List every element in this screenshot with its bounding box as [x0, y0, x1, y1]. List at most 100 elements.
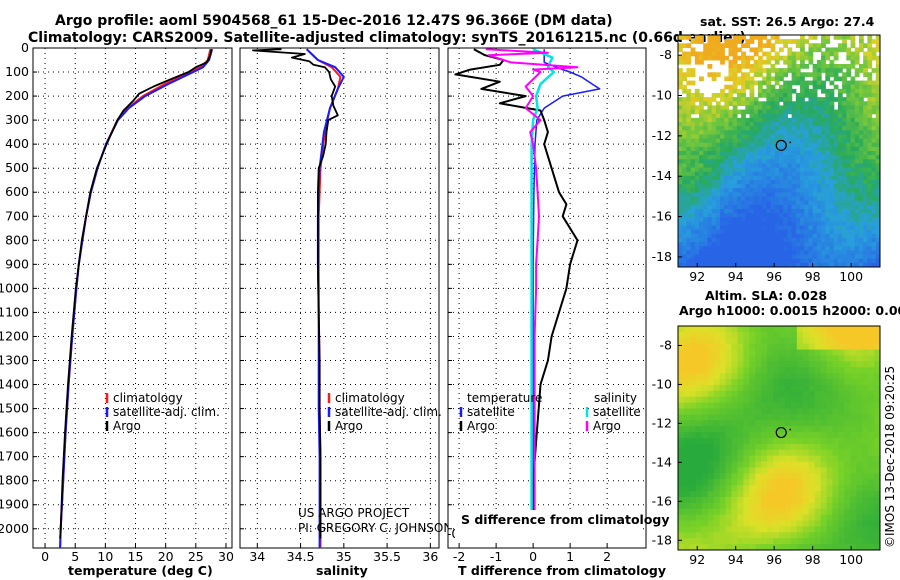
- t-difference-axis-label: T difference from climatology: [458, 563, 666, 578]
- map-cell: [743, 485, 750, 492]
- map-cell: [856, 331, 863, 339]
- map-cell: [682, 130, 688, 136]
- map-cell: [783, 55, 789, 61]
- map-cell: [829, 204, 835, 210]
- map-cell: [770, 55, 776, 61]
- map-cell: [842, 221, 847, 227]
- map-cell: [728, 180, 734, 185]
- map-cell: [682, 113, 688, 119]
- map-cell: [862, 384, 869, 392]
- map-cell: [854, 55, 860, 61]
- map-cell: [856, 355, 863, 362]
- map-cell: [720, 254, 725, 260]
- map-cell: [816, 126, 822, 131]
- map-cell: [767, 526, 774, 533]
- map-cell: [825, 225, 831, 231]
- map-cell: [720, 130, 725, 136]
- map-cell: [728, 213, 734, 218]
- map-cell: [701, 544, 709, 550]
- map-cell: [757, 258, 763, 264]
- map-cell: [694, 229, 700, 235]
- map-cell: [838, 384, 845, 392]
- map-cell: [875, 105, 880, 111]
- map-cell: [741, 155, 746, 160]
- map-cell: [774, 188, 780, 194]
- map-cell: [802, 379, 810, 386]
- map-cell: [749, 64, 755, 69]
- map-cell: [867, 233, 873, 239]
- map-cell: [725, 326, 733, 333]
- map-cell: [753, 97, 759, 102]
- map-cell: [699, 93, 704, 98]
- map-cell: [784, 514, 792, 522]
- map-cell: [766, 105, 772, 111]
- sla-map-ticks: 92 94 96 98 100-8-10-12-14-16-18: [652, 337, 864, 567]
- map-cell: [749, 402, 756, 410]
- map-cell: [854, 88, 860, 94]
- map-cell: [753, 188, 759, 194]
- map-cell: [802, 355, 810, 362]
- map-cell: [719, 496, 727, 504]
- map-cell: [790, 331, 798, 339]
- map-cell: [774, 238, 780, 243]
- map-cell: [678, 113, 683, 119]
- map-cell: [774, 39, 780, 44]
- map-cell: [715, 254, 721, 260]
- map-cell: [800, 159, 805, 165]
- map-cell: [770, 142, 776, 148]
- map-cell: [837, 117, 843, 123]
- map-cell: [821, 113, 826, 119]
- map-cell: [825, 97, 831, 102]
- map-cell: [795, 39, 801, 44]
- map-cell: [713, 426, 721, 433]
- map-cell: [749, 217, 755, 223]
- map-cell: [749, 188, 755, 194]
- map-cell: [850, 200, 856, 206]
- temperature-grid: [33, 47, 232, 548]
- map-cell: [779, 473, 786, 480]
- map-cell: [795, 142, 801, 148]
- map-cell: [713, 496, 721, 504]
- map-cell: [846, 159, 852, 165]
- map-cell: [784, 426, 792, 433]
- map-cell: [856, 326, 863, 333]
- x-tick-label: 1: [566, 549, 574, 564]
- map-cell: [762, 151, 767, 156]
- map-cell: [783, 175, 789, 181]
- map-cell: [832, 337, 840, 345]
- x-tick-label: 0: [41, 549, 49, 564]
- map-cell: [825, 213, 831, 218]
- map-cell: [762, 134, 767, 140]
- map-cell: [741, 122, 746, 127]
- map-cell: [686, 97, 692, 102]
- map-cell: [743, 502, 750, 510]
- map-cell: [732, 109, 738, 115]
- map-cell: [825, 51, 831, 57]
- map-cell: [808, 97, 814, 102]
- map-cell: [779, 246, 784, 252]
- map-cell: [762, 159, 767, 165]
- map-cell: [779, 337, 786, 345]
- map-cell: [800, 39, 805, 44]
- map-cell: [867, 76, 873, 82]
- map-cell: [707, 473, 715, 480]
- map-cell: [814, 432, 822, 439]
- map-cell: [814, 496, 822, 504]
- map-cell: [829, 105, 835, 111]
- map-cell: [749, 225, 755, 231]
- map-cell: [770, 250, 776, 256]
- map-cell: [787, 126, 793, 131]
- x-tick-label: 15: [128, 549, 144, 564]
- map-cell: [826, 438, 834, 445]
- map-cell: [678, 331, 685, 339]
- map-cell: [791, 167, 797, 173]
- map-cell: [745, 229, 751, 235]
- map-cell: [796, 461, 804, 469]
- map-cell: [842, 130, 847, 136]
- map-cell: [736, 188, 742, 194]
- map-cell: [690, 217, 696, 223]
- map-cell: [791, 184, 797, 189]
- map-cell: [787, 146, 793, 152]
- map-cell: [770, 204, 776, 210]
- map-cell: [694, 55, 700, 61]
